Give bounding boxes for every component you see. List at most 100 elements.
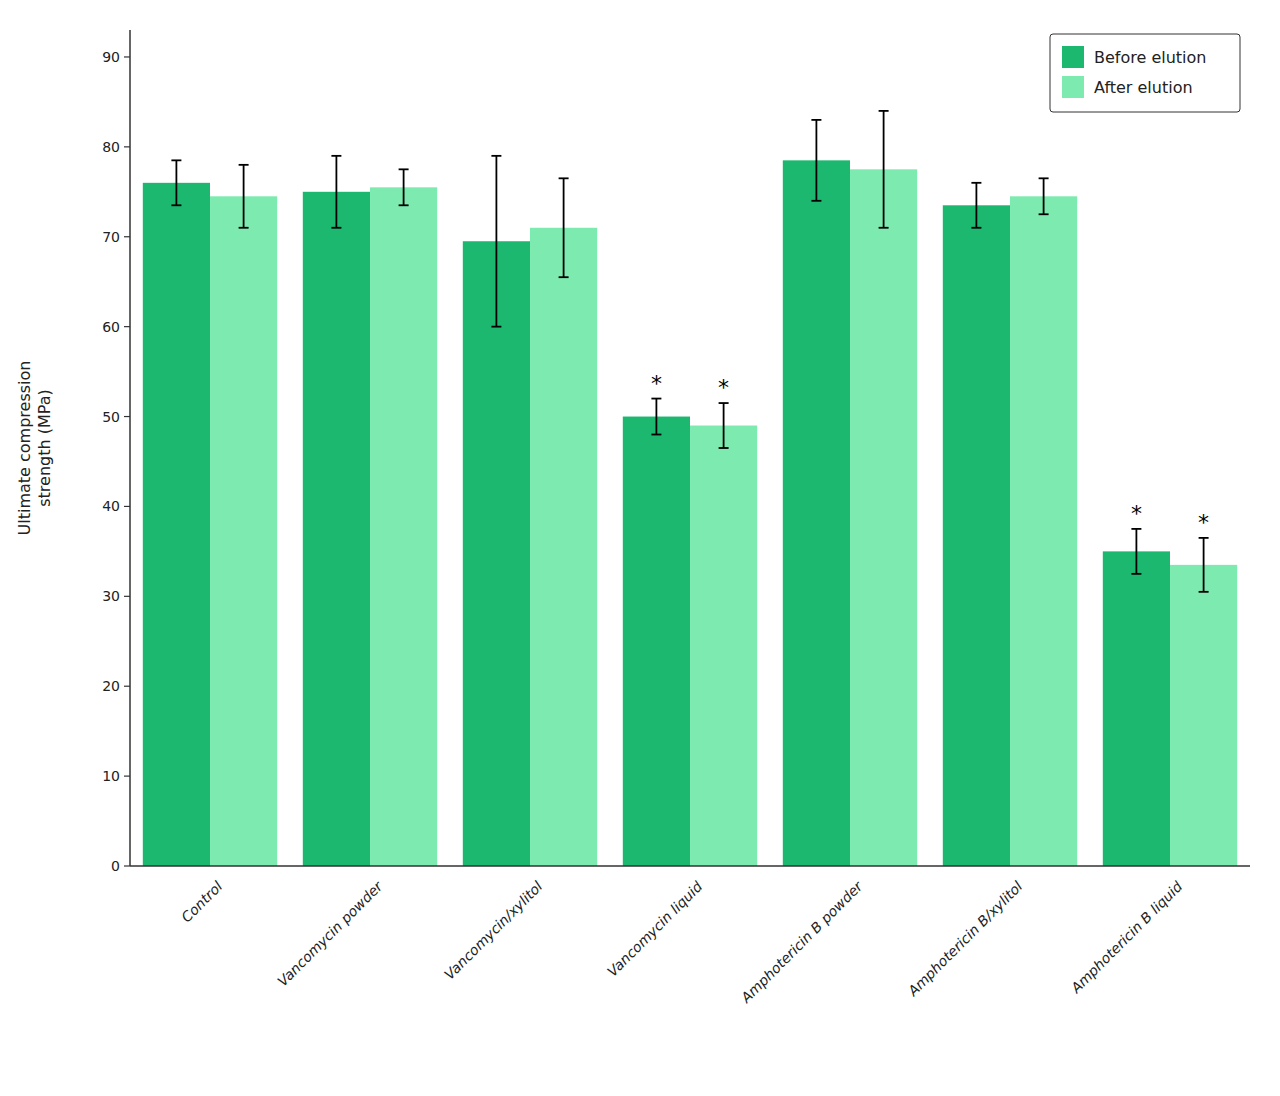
bar: [783, 160, 850, 866]
tick-label: 80: [102, 139, 120, 155]
error-bar-cap: [491, 326, 501, 328]
bar: [623, 417, 690, 866]
error-bar-line: [883, 111, 885, 228]
error-bar-line: [1043, 178, 1045, 214]
error-bar-line: [175, 160, 177, 205]
bar: [1010, 196, 1077, 866]
tick-mark: [124, 56, 130, 57]
error-bar-line: [403, 169, 405, 205]
error-bar: [811, 120, 821, 201]
error-bar-cap: [719, 402, 729, 404]
bar: [210, 196, 277, 866]
error-bar-cap: [239, 227, 249, 229]
error-bar-cap: [811, 119, 821, 121]
y-axis-label: Ultimate compressionstrength (MPa): [15, 361, 53, 536]
error-bar-cap: [1199, 591, 1209, 593]
error-bar-line: [243, 165, 245, 228]
tick-mark: [124, 596, 130, 597]
bar: [1103, 551, 1170, 866]
error-bar: [399, 169, 409, 205]
error-bar-cap: [331, 227, 341, 229]
category-label: Control: [178, 878, 225, 925]
tick-mark: [124, 686, 130, 687]
error-bar-cap: [651, 434, 661, 436]
error-bar: [1131, 529, 1141, 574]
error-bar-cap: [1131, 573, 1141, 575]
error-bar-line: [976, 183, 978, 228]
tick-mark: [124, 865, 130, 866]
tick-label: 60: [102, 319, 120, 335]
legend-label: After elution: [1094, 78, 1193, 97]
tick-mark: [124, 326, 130, 327]
error-bar-cap: [399, 204, 409, 206]
y-axis: 0102030405060708090: [102, 49, 130, 874]
plot-area: [143, 111, 1237, 866]
bar: [850, 169, 917, 866]
error-bar-line: [1136, 529, 1138, 574]
error-bar-cap: [1039, 177, 1049, 179]
error-bar-cap: [1199, 537, 1209, 539]
error-bar-cap: [331, 155, 341, 157]
error-bar-cap: [491, 155, 501, 157]
tick-mark: [124, 416, 130, 417]
legend-swatch: [1062, 46, 1084, 68]
series: [143, 120, 1170, 866]
error-bar-cap: [719, 447, 729, 449]
tick-mark: [124, 236, 130, 237]
significance-mark: *: [651, 371, 662, 396]
category-label: Amphotericin B powder: [737, 877, 866, 1006]
error-bar: [491, 156, 501, 327]
error-bar: [171, 160, 181, 205]
bar: [370, 187, 437, 866]
category-label: Amphotericin B liquid: [1067, 878, 1186, 997]
error-bar: [1039, 178, 1049, 214]
tick-label: 0: [111, 858, 120, 874]
error-bar-cap: [1039, 213, 1049, 215]
error-bar-cap: [559, 276, 569, 278]
error-bar-cap: [971, 182, 981, 184]
error-bar-cap: [879, 110, 889, 112]
annotations: * * * *: [651, 371, 1209, 535]
tick-label: 40: [102, 498, 120, 514]
y-axis-label-line: strength (MPa): [35, 389, 54, 507]
error-bar-line: [495, 156, 497, 327]
chart: 0102030405060708090ControlVancomycin pow…: [0, 0, 1280, 1096]
error-bar: [1199, 538, 1209, 592]
x-axis: ControlVancomycin powderVancomycin/xylit…: [178, 877, 1185, 1006]
bar: [943, 205, 1010, 866]
tick-label: 30: [102, 588, 120, 604]
tick-mark: [124, 506, 130, 507]
error-bar-cap: [171, 204, 181, 206]
error-bar: [239, 165, 249, 228]
error-bar-cap: [971, 227, 981, 229]
bar: [463, 241, 530, 866]
error-bar-line: [723, 403, 725, 448]
legend-box: [1050, 34, 1240, 112]
error-bar-cap: [879, 227, 889, 229]
tick-label: 20: [102, 678, 120, 694]
error-bar-cap: [171, 159, 181, 161]
y-axis-label-line: Ultimate compression: [15, 361, 34, 536]
error-bar-line: [656, 399, 658, 435]
tick-label: 10: [102, 768, 120, 784]
bar: [530, 228, 597, 866]
error-bar: [331, 156, 341, 228]
legend-label: Before elution: [1094, 48, 1206, 67]
error-bar: [651, 399, 661, 435]
error-bar-cap: [239, 164, 249, 166]
error-bar-cap: [651, 398, 661, 400]
error-bar-line: [1203, 538, 1205, 592]
significance-mark: *: [1131, 501, 1142, 526]
significance-mark: *: [1198, 510, 1209, 535]
series: [210, 111, 1237, 866]
x-axis-line: [130, 865, 1250, 867]
error-bar-cap: [1131, 528, 1141, 530]
error-bar-cap: [399, 168, 409, 170]
tick-label: 70: [102, 229, 120, 245]
bar: [303, 192, 370, 866]
error-bar-line: [816, 120, 818, 201]
error-bar: [719, 403, 729, 448]
bar: [1170, 565, 1237, 866]
error-bar: [971, 183, 981, 228]
significance-mark: *: [718, 375, 729, 400]
